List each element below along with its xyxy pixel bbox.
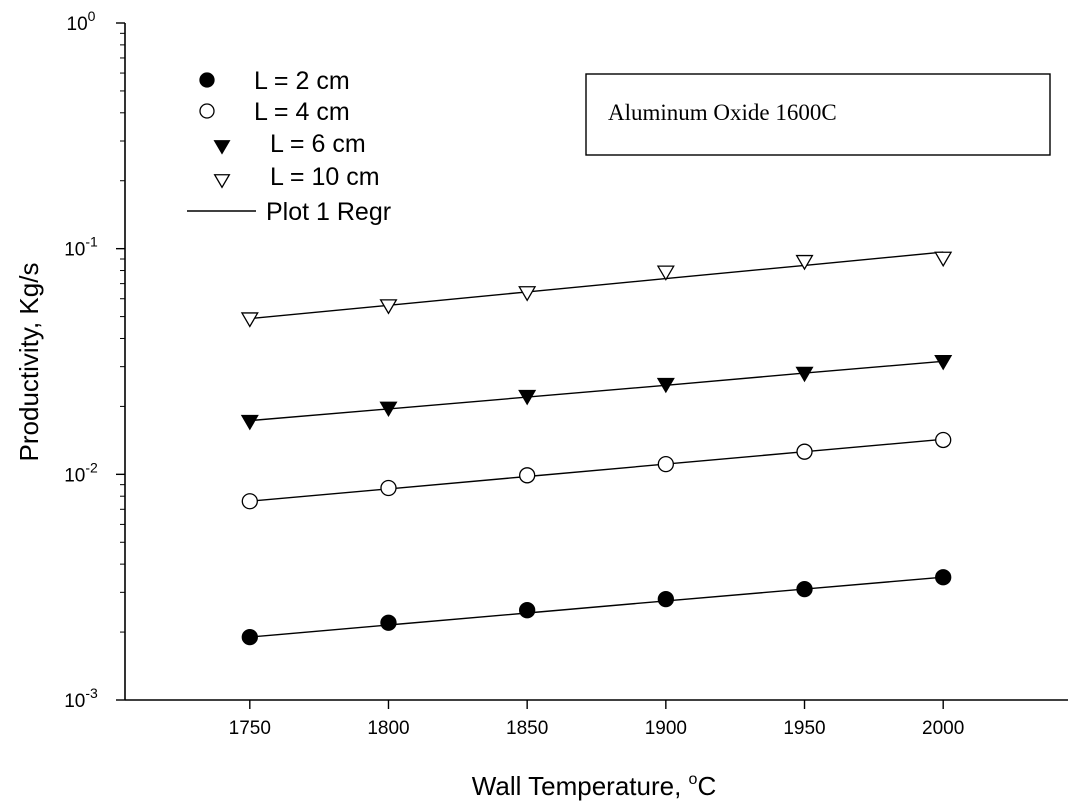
data-point-series-3 [240, 414, 259, 431]
legend-label-series-2: L = 4 cm [254, 98, 350, 126]
x-axis-title-superscript: o [689, 771, 698, 788]
x-axis-title: Wall Temperature, oC [472, 771, 716, 801]
x-tick-label: 2000 [922, 718, 964, 739]
data-point-series-2 [657, 455, 674, 473]
data-point-series-3 [795, 366, 814, 383]
legend-marker-series-2 [199, 103, 215, 119]
regression-line-series-4 [249, 251, 944, 320]
legend-label-series-1: L = 2 cm [254, 67, 350, 95]
y-tick-label: 10-3 [64, 685, 98, 712]
data-point-series-4 [518, 286, 537, 302]
data-point-series-4 [379, 299, 398, 315]
annotation-text: Aluminum Oxide 1600C [608, 100, 837, 125]
y-tick-label: 100 [67, 8, 96, 35]
annotation-frame [585, 73, 1051, 156]
data-point-series-2 [519, 467, 536, 484]
data-point-series-1 [935, 569, 952, 586]
data-point-series-1 [380, 614, 397, 631]
data-point-series-3 [656, 377, 675, 394]
data-point-series-1 [241, 628, 258, 646]
x-tick-label: 1750 [229, 718, 271, 739]
data-point-series-2 [380, 479, 397, 497]
data-point-series-4 [656, 265, 675, 281]
regression-line-series-2 [249, 438, 944, 502]
legend-label-series-3: L = 6 cm [270, 130, 366, 158]
data-point-series-3 [934, 354, 953, 371]
data-point-series-4 [240, 312, 259, 328]
data-point-series-2 [241, 493, 258, 510]
regression-lines [249, 251, 944, 638]
x-axis-title-unit: C [697, 771, 716, 801]
data-point-series-4 [795, 254, 814, 271]
data-point-series-1 [519, 602, 536, 619]
data-point-series-3 [379, 401, 398, 418]
data-point-series-1 [796, 580, 813, 598]
data-point-series-1 [657, 590, 674, 608]
legend-marker-series-3 [213, 140, 231, 155]
legend-marker-series-1 [199, 72, 215, 88]
legend-marker-series-4 [213, 174, 231, 189]
x-tick-label: 1850 [506, 718, 548, 739]
data-point-series-2 [796, 443, 813, 460]
y-tick-label: 10-2 [64, 459, 98, 486]
regression-line-series-1 [249, 576, 944, 638]
regression-line-series-3 [249, 360, 944, 422]
data-point-series-3 [518, 389, 537, 406]
x-tick-label: 1900 [645, 718, 687, 739]
plot-frame [124, 23, 1068, 701]
x-tick-label: 1950 [783, 718, 825, 739]
y-axis-title: Productivity, Kg/s [14, 263, 44, 462]
y-tick-label: 10-1 [64, 234, 98, 261]
legend-label-regression: Plot 1 Regr [266, 198, 391, 226]
data-markers [240, 251, 953, 646]
annotation-box: Aluminum Oxide 1600C [585, 73, 1051, 156]
y-axis-ticks: 100 10-1 10-2 10-3 [64, 8, 125, 712]
data-point-series-4 [934, 251, 953, 268]
x-axis-ticks: 1750 1800 1850 1900 1950 2000 [229, 700, 964, 739]
data-point-series-2 [935, 431, 952, 449]
x-tick-label: 1800 [367, 718, 409, 739]
legend: L = 2 cm L = 4 cm L = 6 cm L = 10 cm Plot 1 … [187, 67, 391, 226]
legend-label-series-4: L = 10 cm [270, 163, 380, 191]
